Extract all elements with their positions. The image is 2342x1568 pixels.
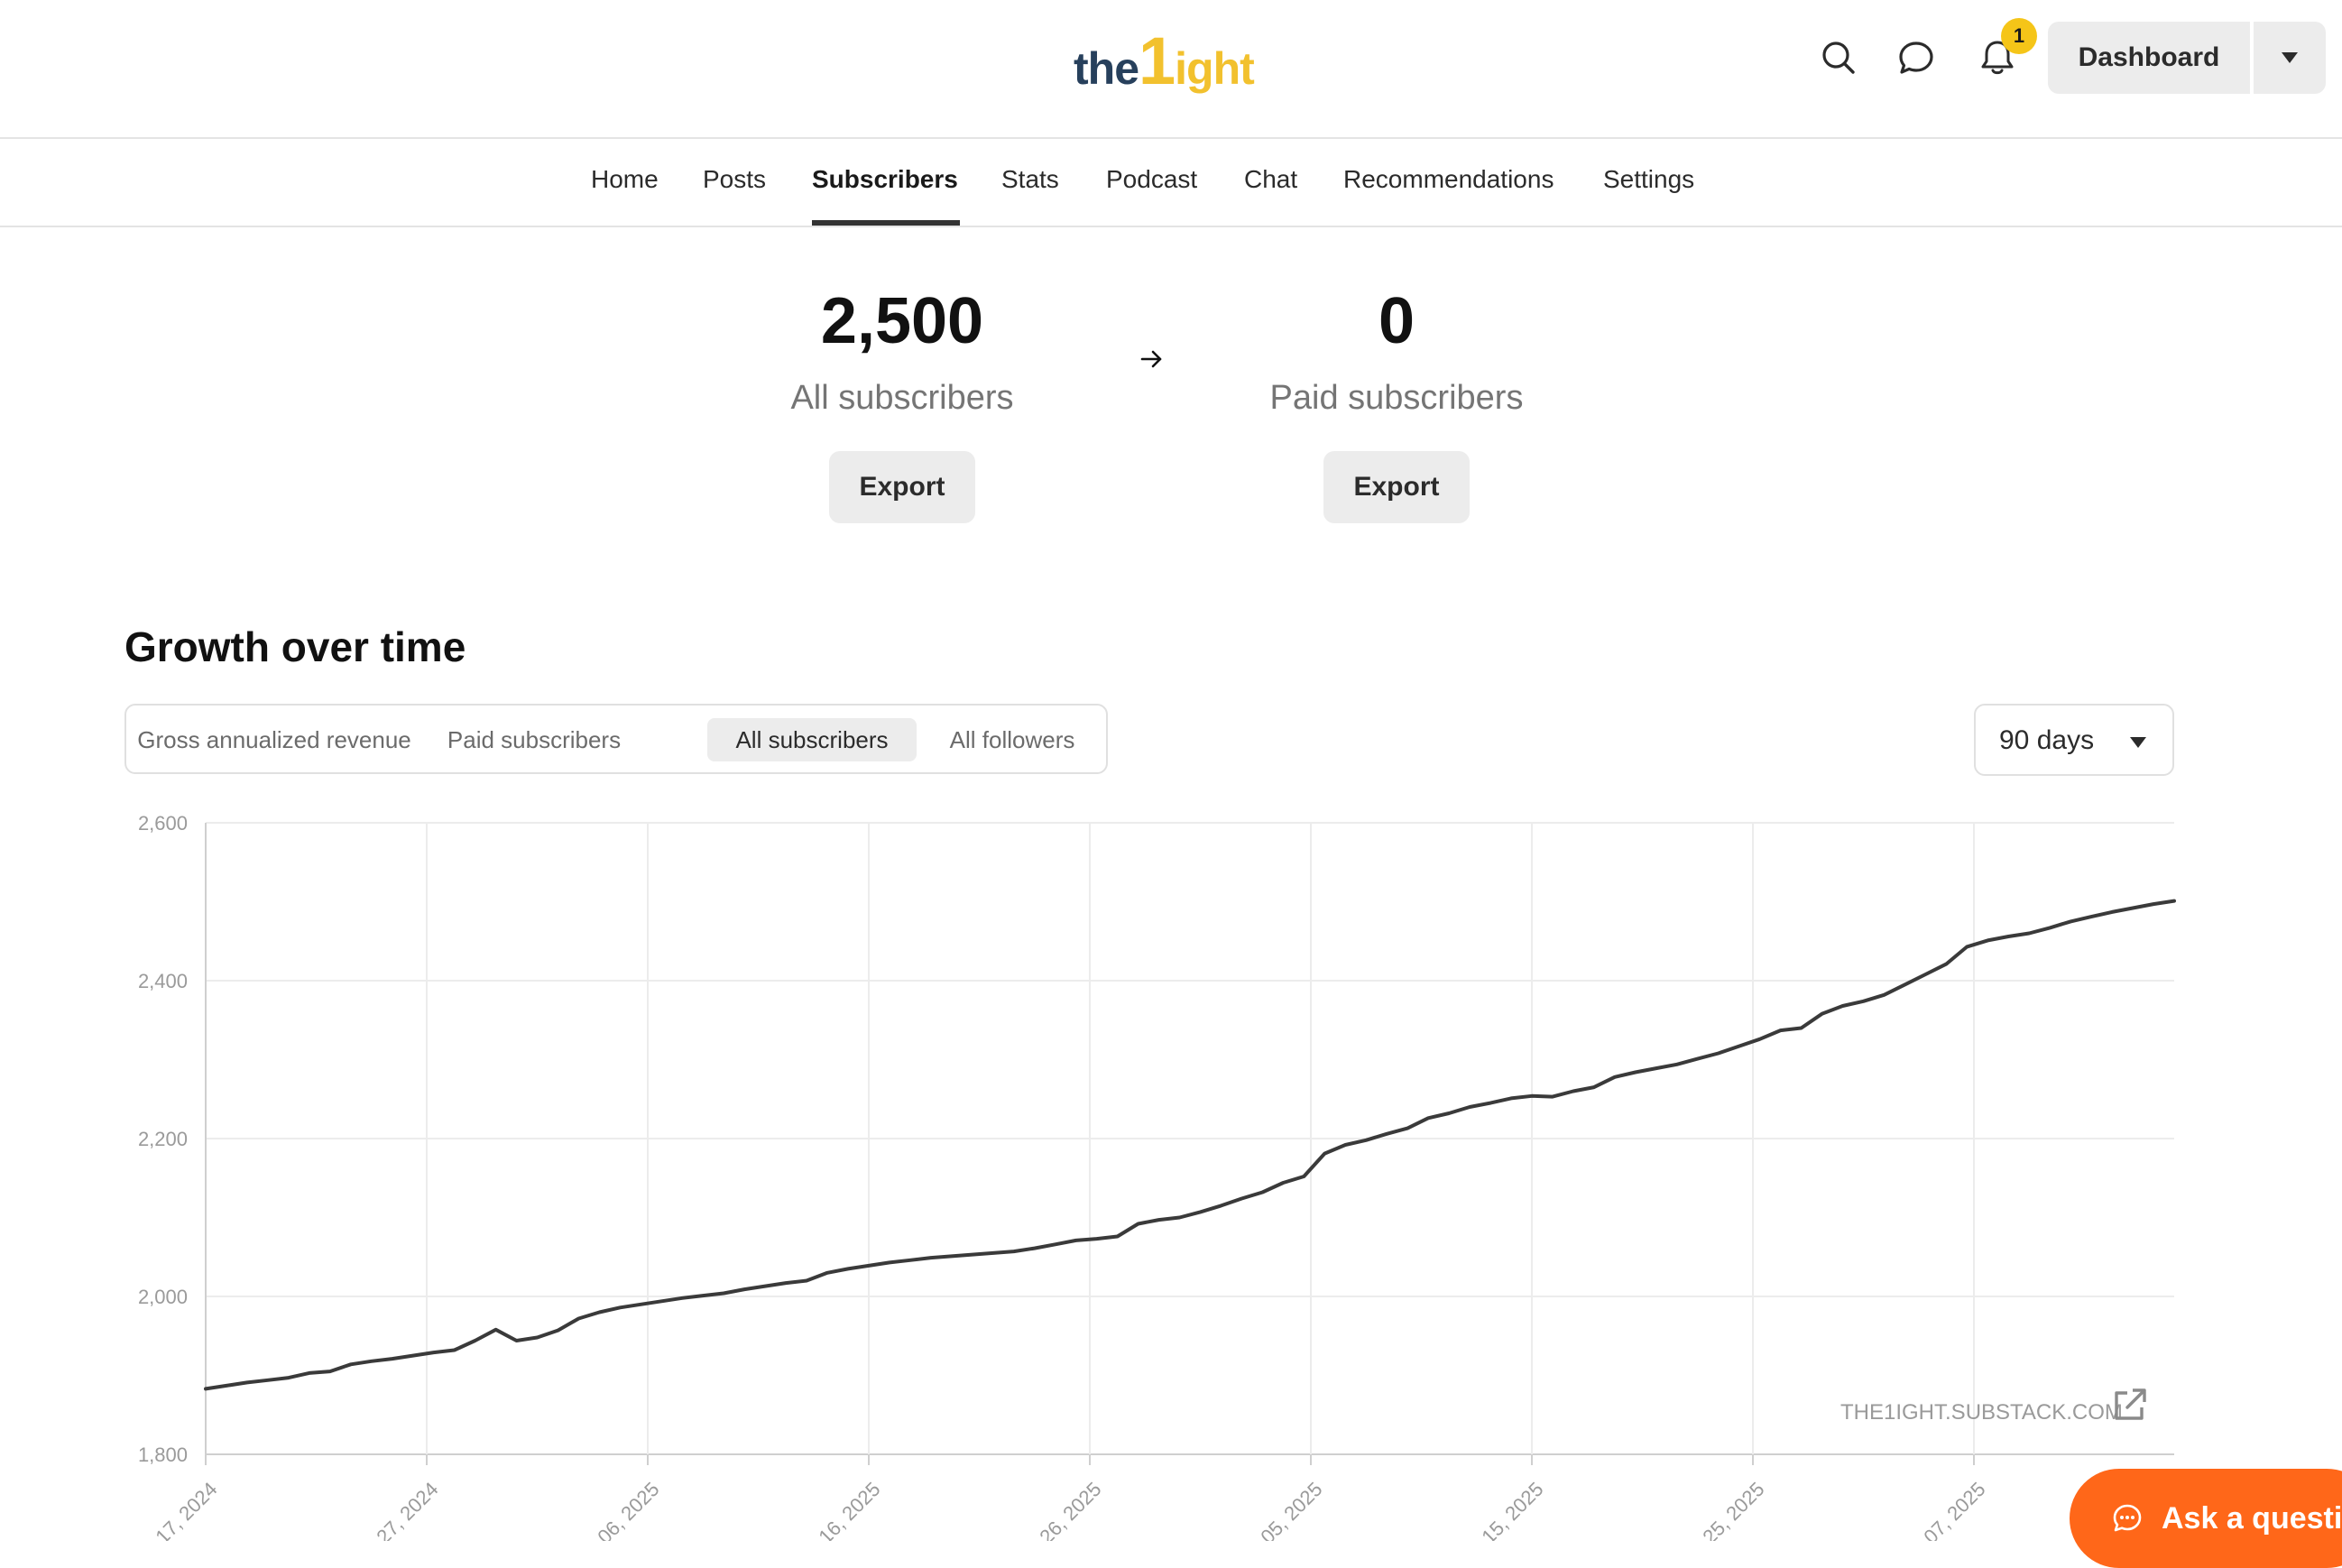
growth-chart: 2,600 2,400 2,200 2,000 1,800 17, 2024 27, 20… xyxy=(138,812,2176,1541)
export-all-subscribers-button[interactable]: Export xyxy=(829,451,975,523)
all-subscribers-line xyxy=(204,899,2176,1391)
nav-home[interactable]: Home xyxy=(591,165,659,193)
x-tick-label: 15, 2025 xyxy=(1477,1478,1547,1541)
caret-down-icon xyxy=(2282,52,2298,63)
y-tick-label: 2,000 xyxy=(138,1286,188,1308)
publication-url-watermark: THE1IGHT.SUBSTACK.COM xyxy=(1840,1400,2123,1425)
tab-paid-subscribers[interactable]: Paid subscribers xyxy=(447,725,622,753)
top-bar xyxy=(0,0,2342,139)
caret-down-icon xyxy=(2130,737,2146,748)
export-paid-subscribers-button[interactable]: Export xyxy=(1323,451,1470,523)
all-subscribers-count: 2,500 xyxy=(820,285,984,357)
nav-podcast[interactable]: Podcast xyxy=(1106,165,1198,193)
nav-recommendations[interactable]: Recommendations xyxy=(1343,165,1554,193)
x-tick-label: 05, 2025 xyxy=(1256,1478,1326,1541)
metric-tab-group: Gross annualized revenue Paid subscriber… xyxy=(124,704,1108,774)
y-tick-label: 2,600 xyxy=(138,812,188,835)
tab-all-subscribers[interactable]: All subscribers xyxy=(707,718,917,761)
chat-bubble-icon[interactable] xyxy=(1893,34,1940,81)
logo-text-one: 1 xyxy=(1139,23,1176,98)
search-icon[interactable] xyxy=(1815,34,1862,81)
tab-gross-annualized-revenue[interactable]: Gross annualized revenue xyxy=(137,725,411,753)
y-tick-label: 2,200 xyxy=(138,1128,188,1150)
y-tick-label: 2,400 xyxy=(138,970,188,992)
logo-text-ight: ight xyxy=(1175,43,1255,94)
time-range-select[interactable]: 90 days xyxy=(1974,704,2174,776)
nav-chat[interactable]: Chat xyxy=(1244,165,1298,193)
x-tick-label: 27, 2024 xyxy=(372,1478,442,1541)
nav-subscribers[interactable]: Subscribers xyxy=(812,165,958,193)
nav-posts[interactable]: Posts xyxy=(703,165,767,193)
dashboard-nav: Home Posts Subscribers Stats Podcast Cha… xyxy=(0,138,2342,227)
ask-a-question-label: Ask a questio xyxy=(2162,1500,2342,1536)
x-tick-label: 16, 2025 xyxy=(814,1478,884,1541)
chat-dots-icon xyxy=(2113,1504,2142,1532)
growth-section-title: Growth over time xyxy=(124,623,466,670)
paid-subscribers-label: Paid subscribers xyxy=(1269,379,1524,417)
all-subscribers-label: All subscribers xyxy=(790,379,1014,417)
x-tick-label: 06, 2025 xyxy=(593,1478,663,1541)
dashboard-button[interactable]: Dashboard xyxy=(2048,22,2250,94)
nav-stats[interactable]: Stats xyxy=(1001,165,1059,193)
external-link-icon[interactable] xyxy=(2111,1386,2149,1424)
x-tick-label: 26, 2025 xyxy=(1035,1478,1105,1541)
tab-all-followers[interactable]: All followers xyxy=(949,725,1075,753)
ask-a-question-button[interactable]: Ask a questio xyxy=(2070,1469,2342,1568)
x-tick-label: 25, 2025 xyxy=(1698,1478,1768,1541)
y-tick-label: 1,800 xyxy=(138,1443,188,1466)
paid-subscribers-count: 0 xyxy=(1378,285,1415,357)
dashboard-menu-button[interactable] xyxy=(2254,22,2326,94)
active-tab-indicator xyxy=(812,220,960,226)
x-tick-label: 17, 2024 xyxy=(151,1478,221,1541)
time-range-value: 90 days xyxy=(1999,725,2095,755)
arrow-right-icon xyxy=(1135,343,1167,375)
nav-settings[interactable]: Settings xyxy=(1603,165,1695,193)
logo-text-the: the xyxy=(1074,43,1139,94)
notification-count-badge: 1 xyxy=(2001,18,2037,54)
x-tick-label: 07, 2025 xyxy=(1919,1478,1989,1541)
publication-logo[interactable]: the1ight xyxy=(1074,16,1255,98)
